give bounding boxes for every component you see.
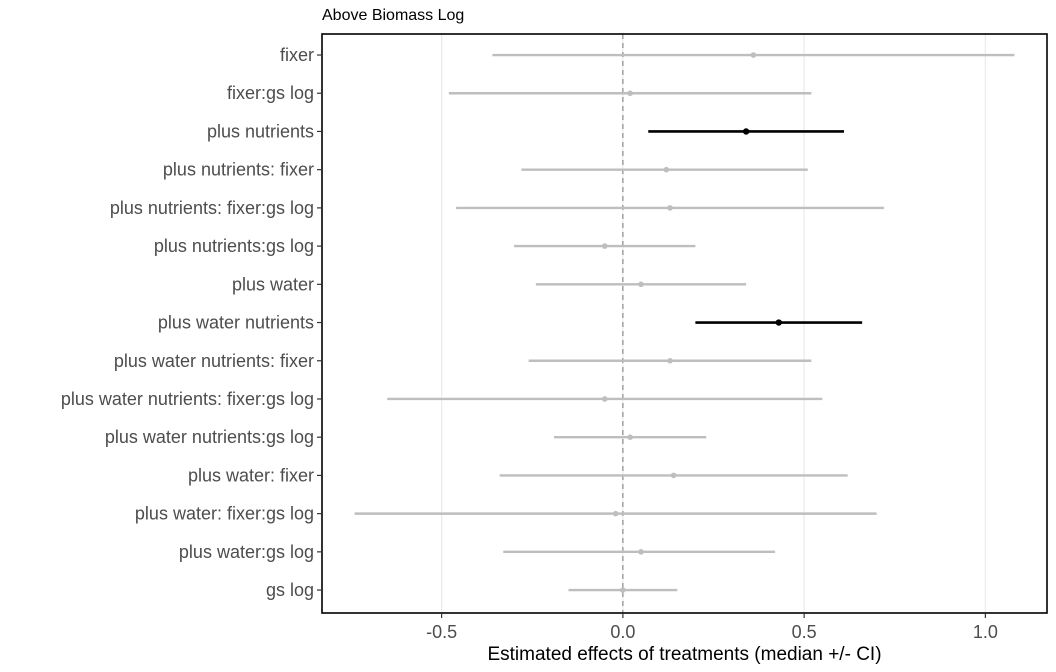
x-axis: -0.5 0.0 0.5 1.0 xyxy=(426,613,998,642)
y-tick-label-6: plus water xyxy=(232,274,314,294)
median-point-12 xyxy=(612,510,619,517)
y-tick-label-4: plus nutrients: fixer:gs log xyxy=(110,198,314,218)
x-tick-label-1: 0.0 xyxy=(610,622,635,642)
x-axis-title: Estimated effects of treatments (median … xyxy=(487,644,881,665)
y-axis: fixer fixer:gs log plus nutrients plus nutr… xyxy=(61,45,322,600)
y-tick-label-7: plus water nutrients xyxy=(158,313,314,333)
median-point-1 xyxy=(627,90,633,97)
panel-border xyxy=(321,33,1048,614)
y-tick-label-3: plus nutrients: fixer xyxy=(163,160,314,180)
x-tick-label-3: 1.0 xyxy=(973,622,998,642)
y-tick-label-1: fixer:gs log xyxy=(227,83,314,103)
median-point-14 xyxy=(620,587,626,593)
x-tick-label-2: 0.5 xyxy=(792,622,817,642)
median-point-13 xyxy=(638,549,644,555)
median-point-7 xyxy=(775,319,782,326)
y-tick-label-12: plus water: fixer:gs log xyxy=(135,504,314,524)
y-tick-label-0: fixer xyxy=(280,45,314,65)
y-tick-label-5: plus nutrients:gs log xyxy=(154,236,314,256)
chart-title: Above Biomass Log xyxy=(322,7,464,24)
x-tick-label-0: -0.5 xyxy=(426,622,457,642)
median-point-8 xyxy=(667,357,673,364)
median-point-11 xyxy=(670,472,677,479)
y-tick-label-9: plus water nutrients: fixer:gs log xyxy=(61,389,314,409)
y-tick-label-14: gs log xyxy=(266,580,314,600)
median-point-0 xyxy=(750,52,757,58)
y-tick-label-13: plus water:gs log xyxy=(179,542,314,562)
median-point-4 xyxy=(667,205,673,211)
median-point-10 xyxy=(627,434,633,440)
y-tick-label-2: plus nutrients xyxy=(207,121,314,141)
median-point-3 xyxy=(663,166,670,173)
y-tick-label-11: plus water: fixer xyxy=(188,465,314,485)
interval-marks xyxy=(354,52,1015,593)
median-point-9 xyxy=(601,396,608,402)
y-tick-label-10: plus water nutrients:gs log xyxy=(105,427,314,447)
y-tick-label-8: plus water nutrients: fixer xyxy=(114,351,314,371)
median-point-5 xyxy=(601,243,608,249)
median-point-2 xyxy=(742,128,750,135)
median-point-6 xyxy=(638,281,644,288)
